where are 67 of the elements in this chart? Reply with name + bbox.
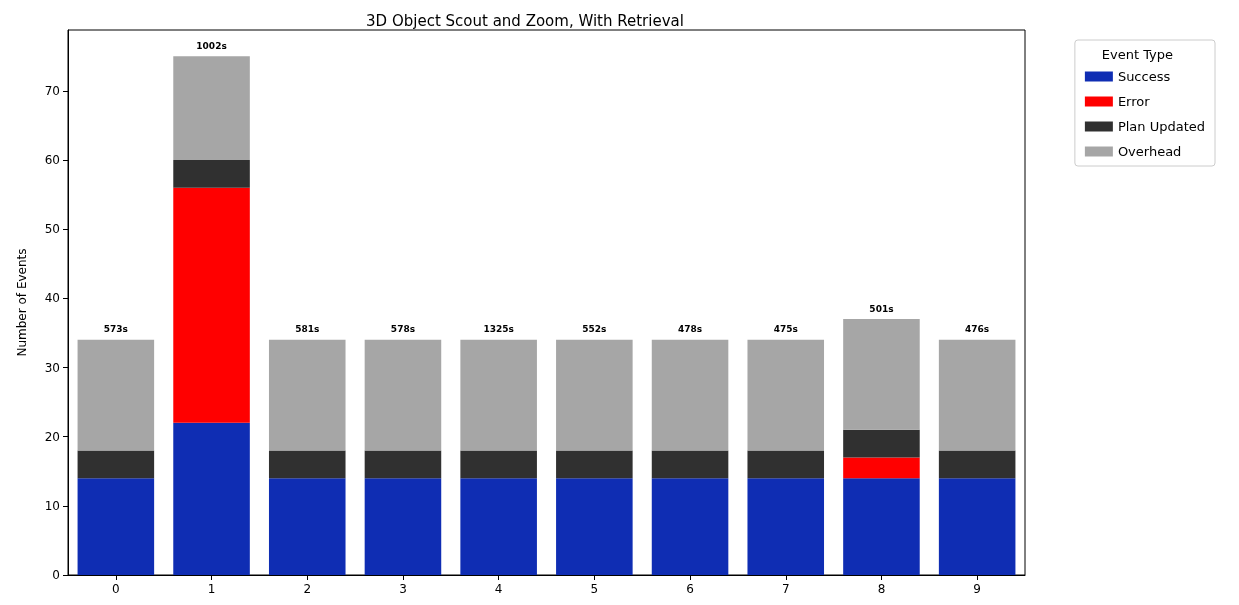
bar	[747, 450, 825, 479]
annotation: 475s	[773, 324, 798, 335]
y-tick-label: 30	[44, 360, 60, 375]
x-tick-label: 6	[686, 582, 694, 596]
x-tick-label: 0	[112, 582, 120, 596]
bar	[268, 339, 346, 451]
x-tick-label: 7	[781, 582, 790, 596]
y-tick-label: 0	[52, 568, 60, 582]
annotation: 476s	[965, 324, 990, 335]
annotation: 501s	[869, 303, 894, 314]
bar	[77, 339, 155, 451]
bar	[268, 450, 346, 479]
bar	[556, 478, 633, 575]
y-tick-label: 10	[44, 498, 60, 513]
annotation: 578s	[390, 324, 416, 335]
annotation: 478s	[677, 324, 703, 335]
bar	[173, 422, 250, 575]
x-tick-label: 2	[303, 582, 312, 596]
legend-title: Event Type	[1101, 47, 1173, 62]
legend-label: Error	[1117, 94, 1151, 109]
bar	[938, 339, 1016, 451]
x-tick-label: 4	[494, 582, 503, 596]
bar	[938, 450, 1016, 479]
annotation: 573s	[103, 324, 128, 335]
annotation: 552s	[582, 324, 607, 335]
y-tick-label: 20	[44, 429, 60, 444]
bar	[460, 478, 537, 575]
bar	[843, 319, 920, 430]
y-tick-label: 70	[44, 83, 60, 98]
bar	[651, 339, 729, 451]
bar	[747, 339, 825, 451]
y-axis-title: Number of Events	[15, 248, 29, 357]
x-tick-label: 5	[590, 582, 599, 596]
bar	[364, 339, 442, 451]
bar	[747, 478, 825, 575]
legend-label: Overhead	[1117, 144, 1182, 159]
bar	[843, 457, 920, 479]
bar	[843, 429, 920, 458]
bar	[938, 478, 1016, 575]
bar	[364, 450, 442, 479]
y-tick-label: 40	[44, 291, 60, 306]
legend-label: Success	[1117, 69, 1171, 84]
bar	[364, 478, 442, 575]
y-tick-label: 50	[44, 222, 60, 237]
bar	[173, 187, 250, 423]
bar	[77, 450, 155, 479]
bar	[556, 450, 633, 479]
x-tick-label: 9	[973, 582, 981, 596]
bar	[173, 56, 250, 161]
bar	[843, 478, 920, 575]
bar	[651, 450, 729, 479]
annotation: 581s	[295, 324, 320, 335]
annotation: 1002s	[196, 40, 227, 51]
chart-title: 3D Object Scout and Zoom, With Retrieval	[366, 11, 684, 30]
bar	[268, 478, 346, 575]
x-tick-label: 8	[877, 582, 886, 596]
bar	[77, 478, 155, 575]
bar	[460, 339, 537, 451]
y-tick-label: 60	[44, 153, 60, 168]
bar	[651, 478, 729, 575]
bar	[173, 160, 250, 188]
legend-label: Plan Updated	[1117, 119, 1205, 134]
x-tick-label: 1	[207, 582, 216, 596]
x-tick-label: 3	[399, 582, 407, 596]
annotation: 1325s	[483, 324, 514, 335]
bar	[460, 450, 537, 479]
bar	[556, 339, 633, 451]
